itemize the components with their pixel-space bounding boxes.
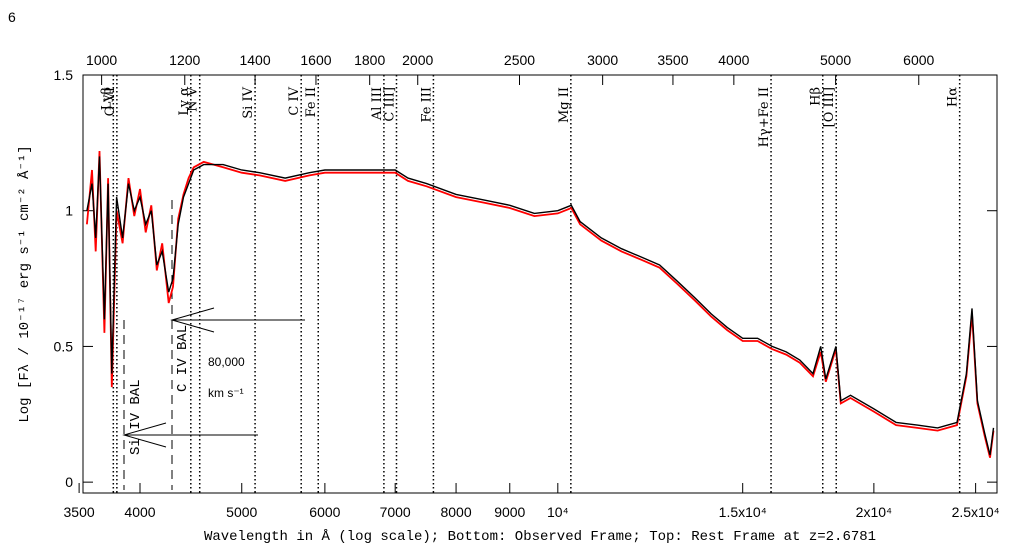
y-axis-label: Log [Fλ / 10⁻¹⁷ erg s⁻¹ cm⁻² Å⁻¹] bbox=[16, 145, 33, 422]
y-tick-label: 0.5 bbox=[54, 338, 74, 354]
line-label: Fe II bbox=[304, 87, 319, 117]
x-tick-label: 6000 bbox=[309, 504, 340, 520]
line-label: O VI bbox=[103, 87, 118, 116]
x-tick-label: 1.5x10⁴ bbox=[719, 504, 767, 520]
line-label: C IV bbox=[287, 86, 302, 115]
y-tick-label: 1.5 bbox=[54, 67, 74, 83]
x2-tick-label: 2500 bbox=[504, 52, 535, 68]
spectrum bbox=[86, 150, 995, 458]
arrow-head bbox=[122, 422, 167, 448]
line-label: Si IV bbox=[241, 86, 256, 118]
annotation: Si IV BAL bbox=[128, 379, 144, 455]
line-label: Lyβ bbox=[99, 87, 114, 110]
x-tick-label: 8000 bbox=[440, 504, 471, 520]
line-label: Al III bbox=[370, 87, 385, 121]
x-tick-label: 5000 bbox=[226, 504, 257, 520]
x2-tick-label: 1400 bbox=[239, 52, 270, 68]
line-label: C III] bbox=[382, 87, 397, 122]
x-tick-label: 2x10⁴ bbox=[856, 504, 892, 520]
annotation: km s⁻¹ bbox=[208, 386, 244, 400]
x-tick-label: 10⁴ bbox=[547, 504, 569, 520]
x2-tick-label: 6000 bbox=[903, 52, 934, 68]
x2-tick-label: 3500 bbox=[657, 52, 688, 68]
x-tick-label: 3500 bbox=[64, 504, 95, 520]
x2-tick-label: 4000 bbox=[718, 52, 749, 68]
x2-tick-label: 3000 bbox=[587, 52, 618, 68]
plot-frame bbox=[82, 74, 998, 494]
x-tick-label: 9000 bbox=[494, 504, 525, 520]
x-tick-label: 2.5x10⁴ bbox=[952, 504, 1000, 520]
x2-tick-label: 1200 bbox=[169, 52, 200, 68]
spectrum bbox=[86, 156, 995, 456]
line-label: N V bbox=[186, 86, 201, 112]
x2-tick-label: 1800 bbox=[354, 52, 385, 68]
annotation: C IV BAL bbox=[175, 325, 191, 392]
x2-tick-label: 1600 bbox=[300, 52, 331, 68]
x2-tick-label: 2000 bbox=[402, 52, 433, 68]
annotation: 80,000 bbox=[208, 355, 245, 369]
page-number: 6 bbox=[8, 9, 16, 25]
line-label: Ly α bbox=[177, 87, 192, 116]
line-label: Fe III bbox=[419, 87, 434, 123]
x-tick-label: 4000 bbox=[124, 504, 155, 520]
line-label: [O III] bbox=[822, 87, 837, 127]
line-label: Mg II bbox=[557, 87, 572, 123]
line-label: Hγ+Fe II bbox=[757, 87, 772, 147]
y-tick-label: 0 bbox=[65, 474, 73, 490]
x-tick-label: 7000 bbox=[380, 504, 411, 520]
x-axis-label: Wavelength in Å (log scale); Bottom: Obs… bbox=[204, 528, 876, 545]
x2-tick-label: 5000 bbox=[820, 52, 851, 68]
y-tick-label: 1 bbox=[65, 203, 73, 219]
line-label: Hα bbox=[946, 87, 961, 107]
x2-tick-label: 1000 bbox=[86, 52, 117, 68]
line-label: Hβ bbox=[809, 87, 824, 106]
